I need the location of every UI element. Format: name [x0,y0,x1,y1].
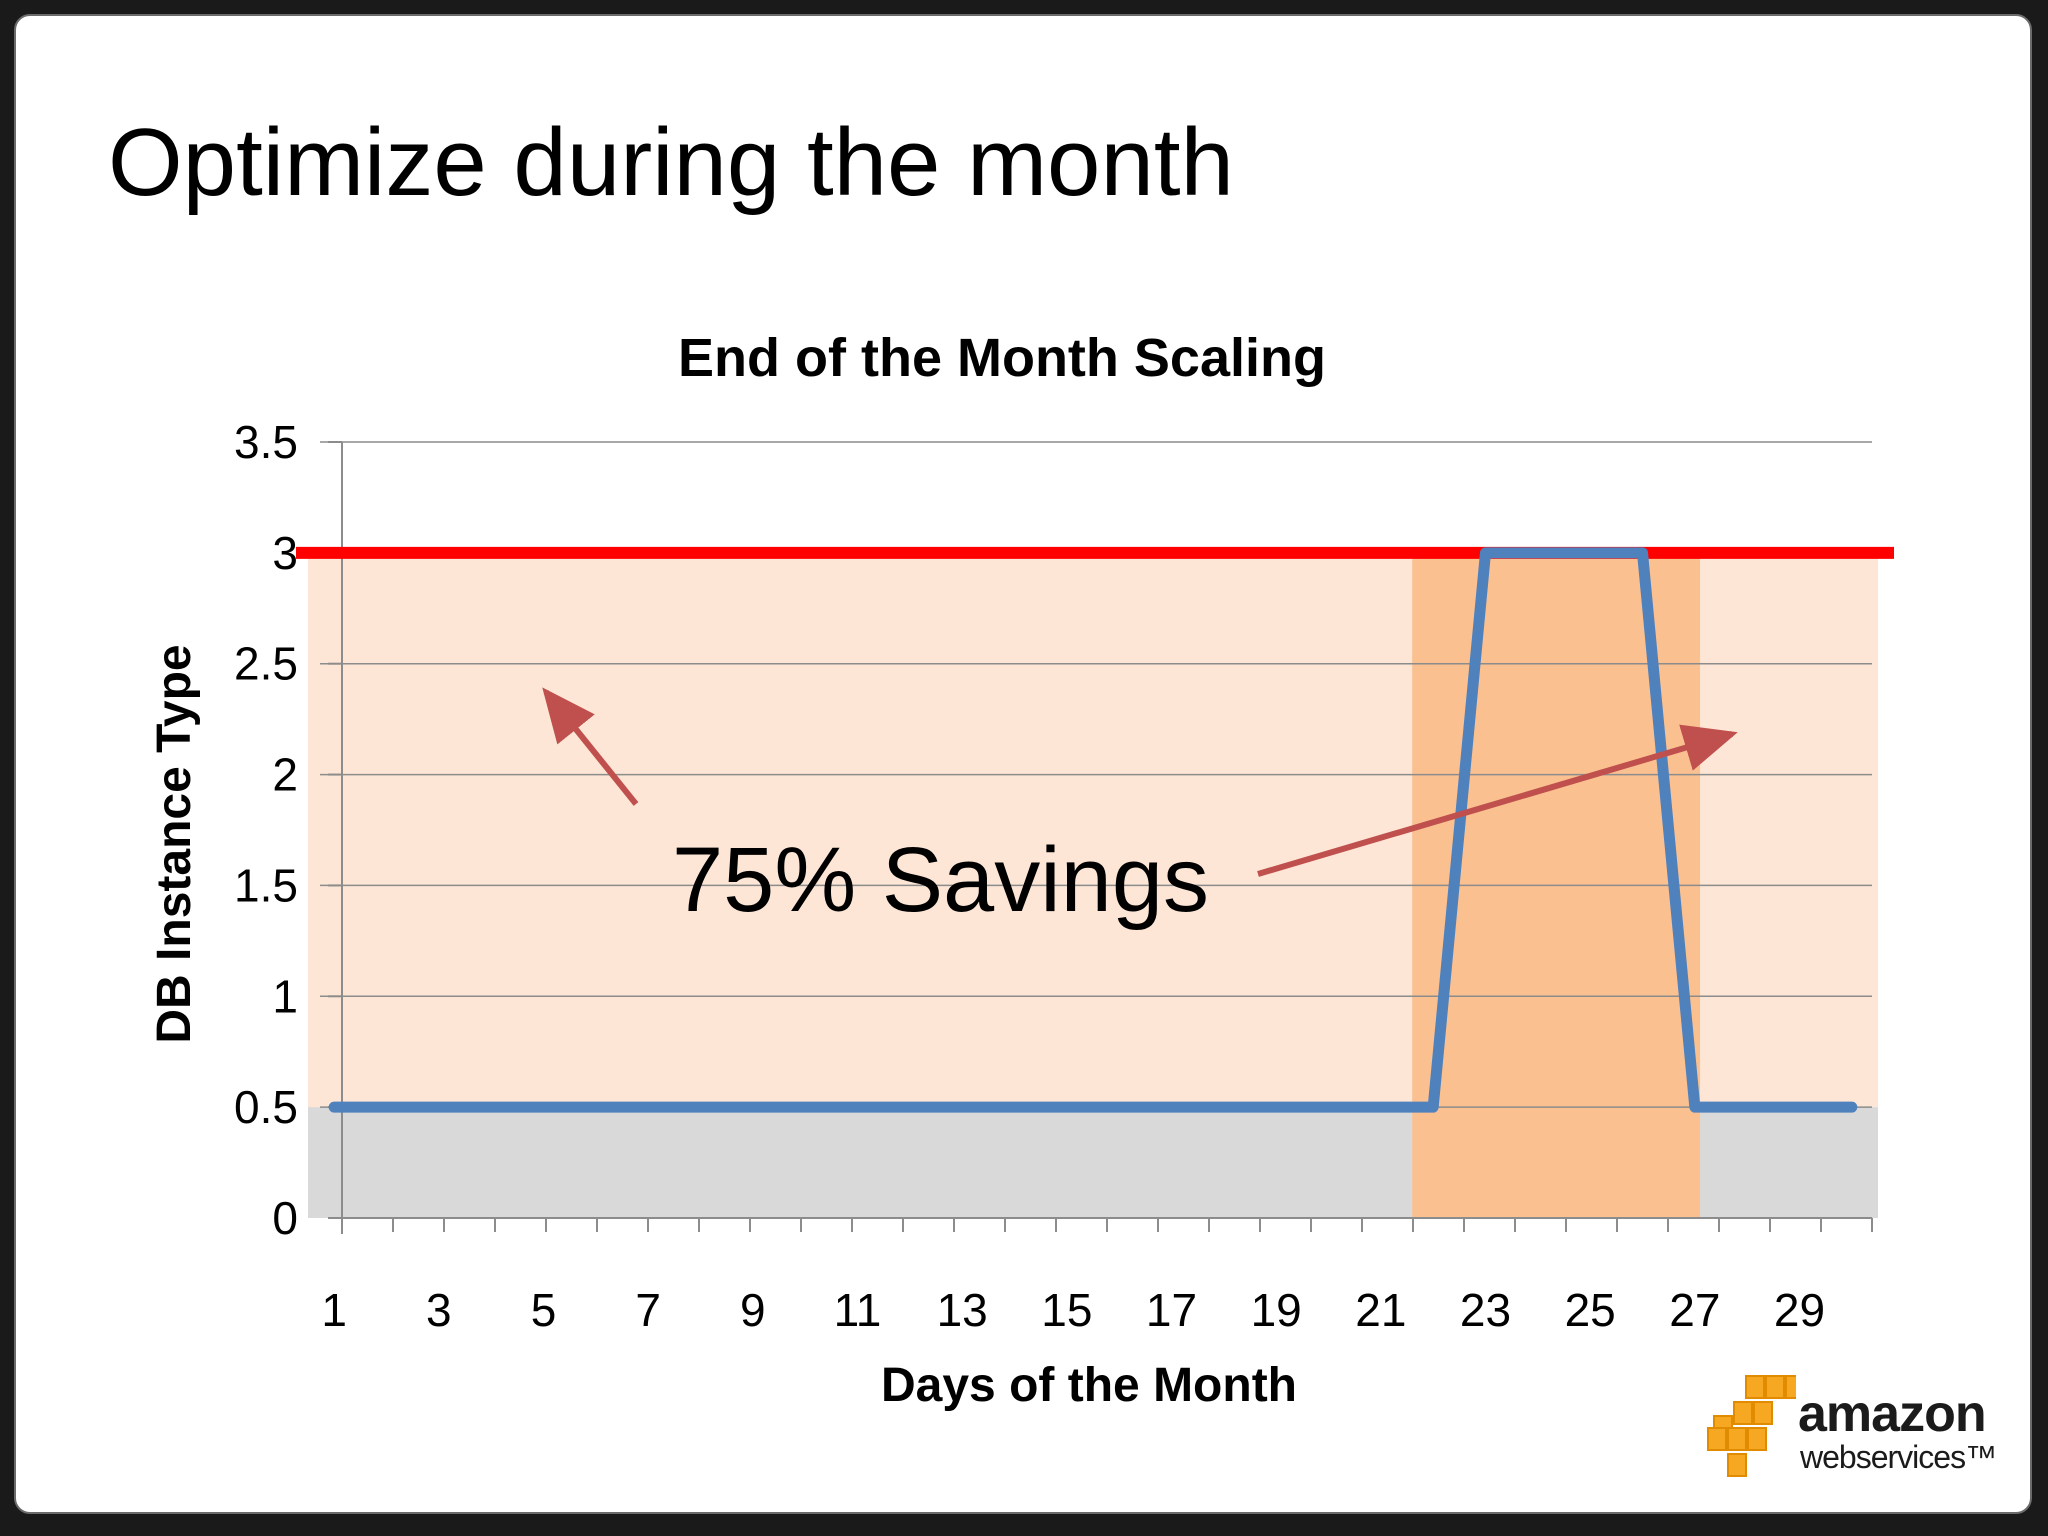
series-line [328,547,1858,1113]
x-tick-label: 27 [1669,1284,1720,1336]
savings-arrow-left [542,687,639,806]
aws-logo: amazon webservices™ [1706,1374,2006,1494]
series-point [699,1106,702,1109]
x-tick-label: 19 [1251,1284,1302,1336]
series-point [804,1106,807,1109]
series-point [1484,551,1487,554]
series-point [1641,551,1644,554]
x-tick-label: 11 [834,1284,882,1336]
x-tick-label: 7 [635,1284,661,1336]
series-point [542,1106,545,1109]
x-tick-label: 3 [426,1284,452,1336]
series-point [385,1106,388,1109]
series-point [1013,1106,1016,1109]
savings-arrow-right [1257,724,1738,877]
series-point [908,1106,911,1109]
y-tick-label: 3.5 [234,416,298,468]
y-tick-label: 3 [272,527,298,579]
series-point [961,1106,964,1109]
chart: 00.511.522.533.51 3 5 7 9 11 13 15 17 19 21 23 25 27 2… [148,328,1894,1412]
tick-labels: 00.511.522.533.51 3 5 7 9 11 13 15 17 19 21 23 25 27 2… [234,416,1825,1336]
series-point [1118,1106,1121,1109]
chart-title: End of the Month Scaling [678,328,1326,388]
series-point [1589,551,1592,554]
aws-cubes-icon [1707,1375,1796,1477]
x-tick-label: 21 [1355,1284,1406,1336]
series-point [751,1106,754,1109]
series-point [1536,551,1539,554]
series-point [1379,1106,1382,1109]
y-tick-label: 2 [272,749,298,801]
x-tick-label: 15 [1041,1284,1092,1336]
series-point [647,1106,650,1109]
series-point [437,1106,440,1109]
series-point [1850,1106,1853,1109]
series-point [1432,1106,1435,1109]
y-tick-label: 0.5 [234,1081,298,1133]
aws-logo-subtext: webservices™ [1800,1439,1997,1475]
x-tick-label: 29 [1774,1284,1825,1336]
y-tick-label: 1.5 [234,859,298,911]
y-axis-label: DB Instance Type [148,644,201,1043]
y-tick-label: 2.5 [234,638,298,690]
series-point [1065,1106,1068,1109]
slide-title: Optimize during the month [108,109,1234,216]
series-point [1327,1106,1330,1109]
savings-annotation: 75% Savings [672,829,1209,931]
axes [328,441,1873,1234]
x-tick-label: 5 [531,1284,557,1336]
aws-logo-text: amazon [1798,1385,1987,1443]
series-point [1170,1106,1173,1109]
y-tick-label: 1 [272,970,298,1022]
x-tick-label: 17 [1146,1284,1197,1336]
x-tick-label: 25 [1565,1284,1616,1336]
series-point [1222,1106,1225,1109]
series-point [490,1106,493,1109]
series-point [333,1106,336,1109]
x-tick-label: 23 [1460,1284,1511,1336]
series-point [1693,1106,1696,1109]
series-point [1798,1106,1801,1109]
x-tick-label: 13 [937,1284,988,1336]
y-tick-label: 0 [272,1192,298,1244]
series-point [594,1106,597,1109]
x-axis-label: Days of the Month [881,1359,1297,1412]
x-tick-label: 9 [740,1284,766,1336]
slide: Optimize during the month 0 0.5 1 1.5 2 2.5 3 3… [14,14,2032,1514]
x-tick-label: 1 [321,1284,347,1336]
series-point [856,1106,859,1109]
series-point [1275,1106,1278,1109]
series-point [1746,1106,1749,1109]
series-layer [328,547,1858,1113]
